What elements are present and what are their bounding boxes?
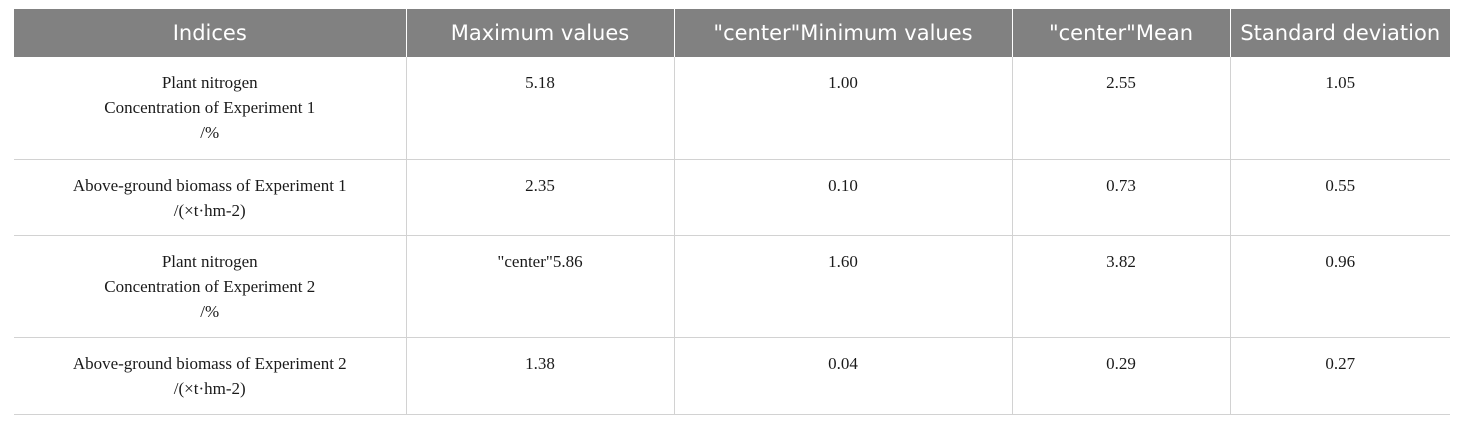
table-row: Plant nitrogen Concentration of Experime… [14, 57, 1450, 160]
header-minimum-values: "center"Minimum values [673, 9, 1012, 57]
header-mean: "center"Mean [1011, 9, 1230, 57]
max-cell: 2.35 [405, 159, 674, 236]
mean-cell: 0.73 [1011, 159, 1230, 236]
min-cell: 1.00 [673, 57, 1012, 160]
index-cell: Above-ground biomass of Experiment 1 /(×… [14, 159, 406, 236]
index-line: Concentration of Experiment 1 [104, 98, 316, 117]
header-indices: Indices [14, 9, 406, 57]
index-cell: Plant nitrogen Concentration of Experime… [14, 57, 406, 160]
max-cell: 5.18 [405, 57, 674, 160]
min-cell: 1.60 [673, 235, 1012, 338]
index-line: Concentration of Experiment 2 [104, 276, 316, 296]
header-maximum-values: Maximum values [405, 9, 674, 57]
header-row: Indices Maximum values "center"Minimum v… [14, 9, 1450, 57]
table-row: Plant nitrogen Concentration of Experime… [14, 235, 1450, 338]
table-row: Above-ground biomass of Experiment 1 /(×… [14, 159, 1450, 236]
max-cell: "center"5.86 [405, 235, 674, 338]
max-cell: 1.38 [405, 337, 674, 415]
sd-cell: 0.27 [1229, 337, 1450, 415]
min-cell: 0.04 [673, 337, 1012, 415]
index-cell: Above-ground biomass of Experiment 2 /(×… [14, 337, 406, 415]
header-standard-deviation: Standard deviation [1229, 9, 1450, 57]
index-cell: Plant nitrogen Concentration of Experime… [14, 235, 406, 338]
sd-cell: 0.96 [1229, 235, 1450, 338]
index-line: Above-ground biomass of Experiment 1 [72, 175, 347, 195]
index-line: Plant nitrogen [161, 251, 258, 271]
sd-cell: 0.55 [1229, 159, 1450, 236]
index-line: Above-ground biomass of Experiment 2 [72, 353, 347, 373]
index-line: /(×t·hm-2) [173, 378, 246, 398]
index-line: /% [200, 301, 220, 321]
mean-cell: 0.29 [1011, 337, 1230, 415]
index-line: /(×t·hm-2) [173, 200, 246, 220]
min-cell: 0.10 [673, 159, 1012, 236]
index-line: /% [200, 123, 220, 142]
table-row: Above-ground biomass of Experiment 2 /(×… [14, 337, 1450, 415]
mean-cell: 3.82 [1011, 235, 1230, 338]
index-line: Plant nitrogen [161, 73, 258, 92]
sd-cell: 1.05 [1229, 57, 1450, 160]
statistics-table: Indices Maximum values "center"Minimum v… [14, 9, 1450, 415]
mean-cell: 2.55 [1011, 57, 1230, 160]
